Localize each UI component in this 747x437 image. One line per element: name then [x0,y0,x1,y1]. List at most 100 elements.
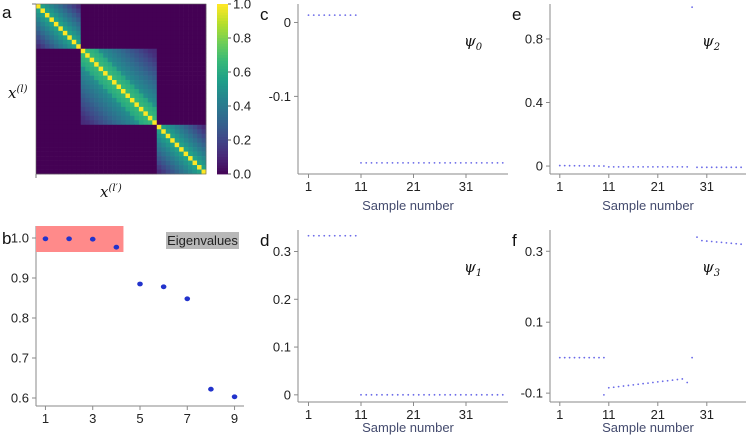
heatmap-cell [53,53,59,58]
data-point [578,356,581,359]
heatmap-cell [116,169,122,175]
x-tick-label: 21 [406,179,420,194]
colorbar-segment [217,131,228,135]
heatmap-cell [49,84,55,90]
heatmap-cell [152,89,158,94]
heatmap-cell [80,48,86,54]
data-point [632,165,635,168]
heatmap-cell [62,84,68,90]
heatmap-cell [71,17,77,23]
heatmap-cell [67,142,73,148]
heatmap-cell [192,66,198,72]
heatmap-cell [161,57,167,63]
heatmap-cell [156,106,162,112]
heatmap-cell [85,115,90,121]
data-point [588,165,591,167]
heatmap-cell [165,75,171,81]
heatmap-cell [129,71,135,76]
heatmap-cell [138,71,144,76]
heatmap-cell [116,66,122,72]
heatmap-cell [129,80,135,85]
heatmap-cell [58,21,64,27]
colorbar-segment [217,97,228,101]
heatmap-cell [125,97,131,103]
heatmap-cell [36,142,41,148]
heatmap-cell [121,151,126,157]
data-point [412,162,415,164]
heatmap-cell [174,66,180,72]
data-point [375,393,378,396]
series-label: ψ0 [464,32,483,53]
heatmap-cell [188,17,193,23]
heatmap-cell [174,35,180,41]
heatmap-cell [197,151,202,157]
heatmap-cell [49,165,55,170]
data-point [386,162,389,164]
heatmap-cell [116,147,122,152]
heatmap-cell [44,53,50,58]
heatmap-cell [62,102,68,108]
heatmap-cell [201,142,207,148]
colorbar-segment [217,114,228,118]
data-point [465,162,467,164]
heatmap-cell [44,169,50,175]
heatmap-cell [49,129,55,135]
heatmap-cell [183,12,189,18]
heatmap-cell [129,151,135,157]
heatmap-cell [98,62,104,67]
x-axis-label: Sample number [362,420,454,435]
heatmap-cell [94,111,99,117]
heatmap-cell [188,124,193,130]
heatmap-cell [94,4,99,9]
data-point [637,165,640,168]
heatmap-cell [121,53,126,58]
heatmap-cell [44,160,50,166]
heatmap-cell [152,4,158,9]
heatmap-cell [40,44,46,50]
heatmap-cell [143,106,149,112]
heatmap-cell [165,35,171,41]
heatmap-cell [143,133,149,139]
heatmap-cell [179,102,184,108]
heatmap-cell [188,142,193,148]
data-point [433,162,436,164]
data-point [486,162,488,164]
heatmap-cell [98,151,104,157]
panel-letter-f: f [512,231,517,250]
heatmap-cell [71,115,77,121]
heatmap-cell [174,102,180,108]
heatmap-cell [85,151,90,157]
heatmap-cell [58,93,64,99]
heatmap-cell [94,169,99,175]
heatmap-cell [76,169,82,175]
y-tick-label: 0.6 [11,391,29,406]
heatmap-cell [116,4,122,9]
colorbar-segment [217,55,228,59]
heatmap-cell [156,124,162,130]
heatmap-cell [156,89,162,94]
heatmap-cell [197,62,202,67]
heatmap-cell [134,35,140,41]
heatmap-cell [170,151,175,157]
heatmap-cell [116,129,122,135]
heatmap-cell [147,142,153,148]
heatmap-cell [107,97,113,103]
heatmap-cell [192,129,198,135]
heatmap-cell [89,44,95,50]
heatmap-cell [49,156,55,161]
heatmap-cell [103,26,108,32]
heatmap-cell [62,17,68,23]
heatmap-cell [107,165,113,170]
colorbar-segment [217,106,228,110]
heatmap-cell [125,12,131,18]
heatmap-cell [152,169,158,175]
heatmap-cell [49,93,55,99]
heatmap-cell [40,156,46,161]
heatmap-cell [98,8,104,14]
y-tick-label: 1.0 [11,231,29,246]
heatmap-cell [192,75,198,81]
heatmap-cell [107,138,113,143]
heatmap-cell [161,17,167,23]
data-point [681,378,684,380]
